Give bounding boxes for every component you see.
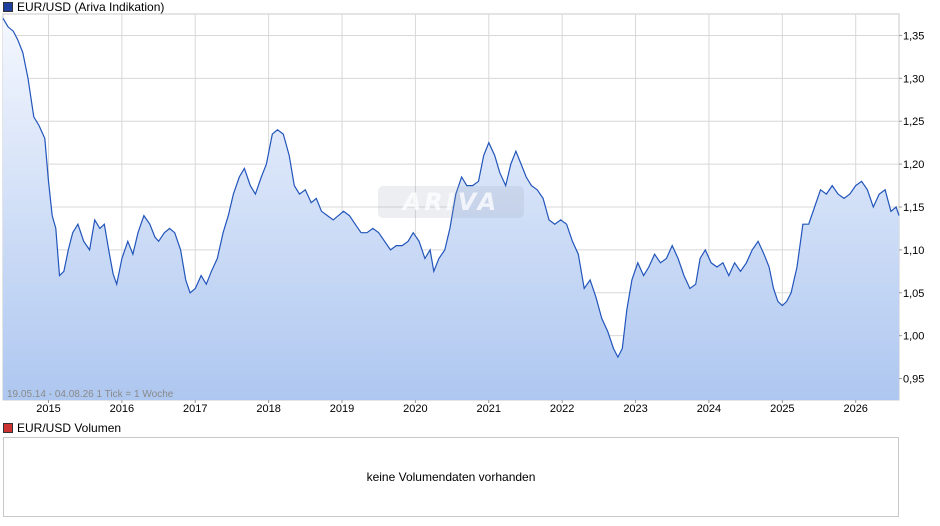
y-tick-label: 1,00 bbox=[903, 331, 924, 343]
ariva-watermark: ARIVA bbox=[378, 186, 524, 218]
y-tick-label: 1,15 bbox=[903, 202, 924, 214]
price-legend-swatch bbox=[3, 2, 13, 12]
y-tick-label: 0,95 bbox=[903, 374, 924, 386]
x-tick-label: 2020 bbox=[403, 403, 427, 415]
x-axis-tick-labels: 2015 2016 2017 2018 2019 2020 2021 2022 2023 2024… bbox=[36, 403, 868, 415]
price-area-fill bbox=[3, 18, 899, 401]
volume-legend-label: EUR/USD Volumen bbox=[17, 421, 122, 435]
x-tick-label: 2015 bbox=[36, 403, 60, 415]
volume-panel: keine Volumendaten vorhanden bbox=[3, 437, 899, 517]
y-axis-tick-labels: 0,95 1,00 1,05 1,10 1,15 1,20 1,25 1,30 1,35 bbox=[903, 30, 924, 385]
x-tick-label: 2024 bbox=[697, 403, 721, 415]
price-legend-label: EUR/USD (Ariva Indikation) bbox=[17, 0, 165, 14]
volume-legend: EUR/USD Volumen bbox=[3, 421, 121, 435]
x-tick-label: 2025 bbox=[770, 403, 794, 415]
x-tick-label: 2023 bbox=[623, 403, 647, 415]
y-tick-label: 1,20 bbox=[903, 159, 924, 171]
x-tick-label: 2018 bbox=[256, 403, 280, 415]
price-legend: EUR/USD (Ariva Indikation) bbox=[3, 0, 164, 14]
y-tick-label: 1,25 bbox=[903, 116, 924, 128]
price-chart: 0,95 1,00 1,05 1,10 1,15 1,20 1,25 1,30 1,35 201… bbox=[2, 13, 924, 415]
volume-legend-swatch bbox=[3, 423, 13, 433]
y-tick-label: 1,35 bbox=[903, 30, 924, 42]
x-tick-label: 2016 bbox=[110, 403, 134, 415]
x-tick-label: 2022 bbox=[550, 403, 574, 415]
price-line bbox=[2, 17, 900, 359]
range-info: 19.05.14 - 04.08.26 1 Tick = 1 Woche bbox=[7, 389, 174, 400]
y-tick-label: 1,30 bbox=[903, 73, 924, 85]
volume-empty-message: keine Volumendaten vorhanden bbox=[366, 470, 536, 484]
x-tick-label: 2017 bbox=[183, 403, 207, 415]
y-tick-label: 1,05 bbox=[903, 288, 924, 300]
y-tick-label: 1,10 bbox=[903, 245, 924, 257]
x-tick-label: 2019 bbox=[330, 403, 354, 415]
x-tick-label: 2026 bbox=[843, 403, 867, 415]
x-tick-label: 2021 bbox=[477, 403, 501, 415]
